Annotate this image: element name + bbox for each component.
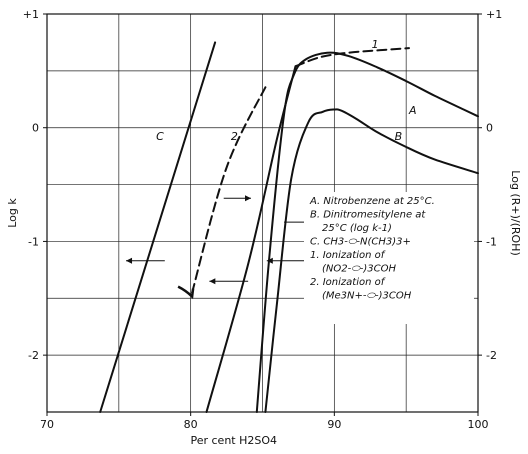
curve-labels: AB C 1 2 (156, 38, 416, 143)
curve-label-2: 2 (231, 130, 238, 143)
legend-item-4: 1. Ionization of (310, 250, 386, 261)
y-tick-label-right: 0 (486, 122, 493, 135)
series-line-2 (191, 83, 268, 294)
legend-item-2: 25°C (log k-1) (322, 223, 392, 234)
y-tick-label-right: -1 (486, 235, 497, 248)
y-axis-label-right: Log (R+)/(ROH) (509, 170, 522, 255)
legend-item-1: A. Nitrobenzene at 25°C. (309, 196, 435, 207)
y-tick-label-left: -1 (28, 235, 39, 248)
legend-background (304, 192, 474, 324)
legend: A. Nitrobenzene at 25°C. B. Dinitromesity… (304, 192, 474, 324)
series-line-b (264, 108, 479, 413)
curve-label-c: C (156, 130, 164, 143)
curve-label-b: B (395, 130, 403, 143)
series-line-c (99, 41, 217, 413)
legend-item-5: (Me3N+-⬭-)3COH (322, 291, 412, 302)
legend-item-4: (NO2-⬭-)3COH (322, 264, 396, 275)
legend-item-3: C. CH3-⬭-N(CH3)3+ (310, 237, 411, 248)
series-group (99, 41, 479, 413)
y-tick-label-right: -2 (486, 349, 497, 362)
series-line-a (255, 51, 479, 413)
arrow-1-left-head (209, 278, 216, 285)
legend-item-5: 2. Ionization of (310, 277, 386, 288)
series-line-1 (294, 47, 410, 68)
tick-marks: 70 80 90 100 +1 +1 0 0 -1 -1 -2 -2 (23, 8, 502, 431)
curve-label-a: A (408, 104, 417, 117)
x-tick-label: 100 (468, 418, 489, 431)
series-2-hook (177, 285, 195, 300)
x-axis-label: Per cent H2SO4 (190, 434, 277, 447)
arrow-2-head (245, 195, 252, 202)
x-tick-label: 90 (327, 418, 341, 431)
series-line-1-solid-lower (205, 65, 297, 413)
arrow-a-head (266, 257, 273, 264)
legend-item-2: B. Dinitromesitylene at (310, 210, 426, 221)
y-tick-label-right: +1 (486, 8, 502, 21)
y-tick-label-left: 0 (32, 122, 39, 135)
direction-arrows (126, 195, 313, 285)
x-tick-label: 80 (184, 418, 198, 431)
arrow-c-head (126, 257, 133, 264)
y-tick-label-left: -2 (28, 349, 39, 362)
y-axis-label-left: Log k (6, 198, 19, 228)
y-tick-label-left: +1 (23, 8, 39, 21)
curve-label-1: 1 (372, 38, 379, 51)
plot-frame (46, 13, 479, 413)
x-tick-label: 70 (40, 418, 54, 431)
